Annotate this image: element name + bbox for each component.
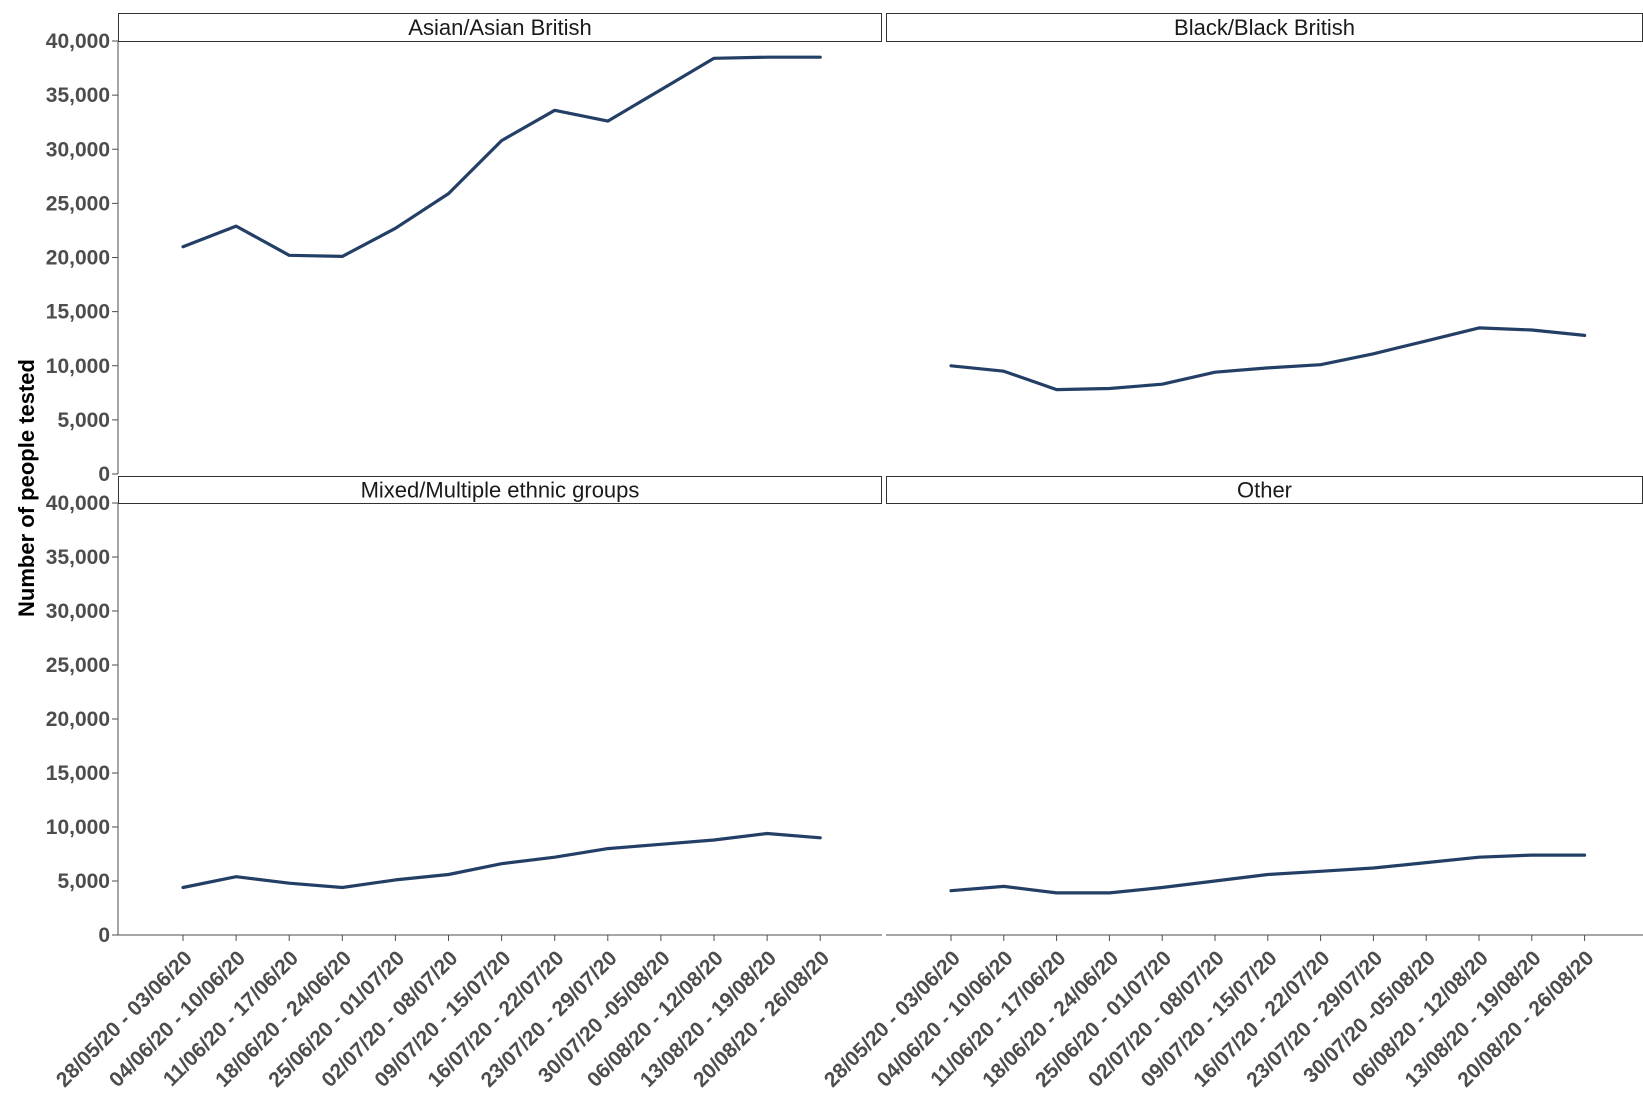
y-tick-label: 15,000 bbox=[46, 762, 110, 785]
y-tick-label: 40,000 bbox=[46, 492, 110, 515]
y-tick-label: 15,000 bbox=[46, 301, 110, 324]
y-tick-label: 0 bbox=[98, 924, 110, 947]
panel-1: Asian/Asian British bbox=[118, 13, 882, 258]
y-tick-label: 10,000 bbox=[46, 355, 110, 378]
y-tick-label: 5,000 bbox=[57, 409, 110, 432]
y-tick-label: 40,000 bbox=[46, 30, 110, 53]
facet-panels: Asian/Asian British Black/Black British Mi… bbox=[118, 13, 1643, 895]
y-tick-label: 25,000 bbox=[46, 192, 110, 215]
panel-4: Other bbox=[886, 476, 1643, 895]
y-tick-label: 20,000 bbox=[46, 247, 110, 270]
y-tick-label: 30,000 bbox=[46, 138, 110, 161]
facet-title: Mixed/Multiple ethnic groups bbox=[361, 478, 640, 503]
series-line bbox=[949, 326, 1587, 392]
y-axis: 0 5,000 10,000 15,000 20,000 25,000 30,000 35,0… bbox=[46, 30, 119, 947]
facet-strip bbox=[886, 13, 1643, 42]
facet-strip bbox=[118, 476, 882, 504]
facet-title: Other bbox=[1237, 478, 1292, 503]
series-line bbox=[181, 55, 822, 258]
panel-2: Black/Black British bbox=[886, 13, 1643, 392]
facet-title: Black/Black British bbox=[1174, 15, 1355, 40]
facet-strip bbox=[886, 476, 1643, 504]
series-line bbox=[181, 831, 822, 890]
y-tick-label: 20,000 bbox=[46, 708, 110, 731]
y-tick-label: 0 bbox=[98, 463, 110, 486]
y-tick-label: 5,000 bbox=[57, 870, 110, 893]
y-tick-label: 10,000 bbox=[46, 816, 110, 839]
facet-title: Asian/Asian British bbox=[408, 15, 591, 40]
panel-3: Mixed/Multiple ethnic groups bbox=[118, 476, 882, 890]
y-tick-label: 30,000 bbox=[46, 600, 110, 623]
y-tick-label: 25,000 bbox=[46, 654, 110, 677]
facet-strip bbox=[118, 13, 882, 42]
series-line bbox=[949, 853, 1587, 895]
y-tick-label: 35,000 bbox=[46, 84, 110, 107]
y-axis-title: Number of people tested bbox=[14, 359, 39, 617]
y-tick-label: 35,000 bbox=[46, 546, 110, 569]
